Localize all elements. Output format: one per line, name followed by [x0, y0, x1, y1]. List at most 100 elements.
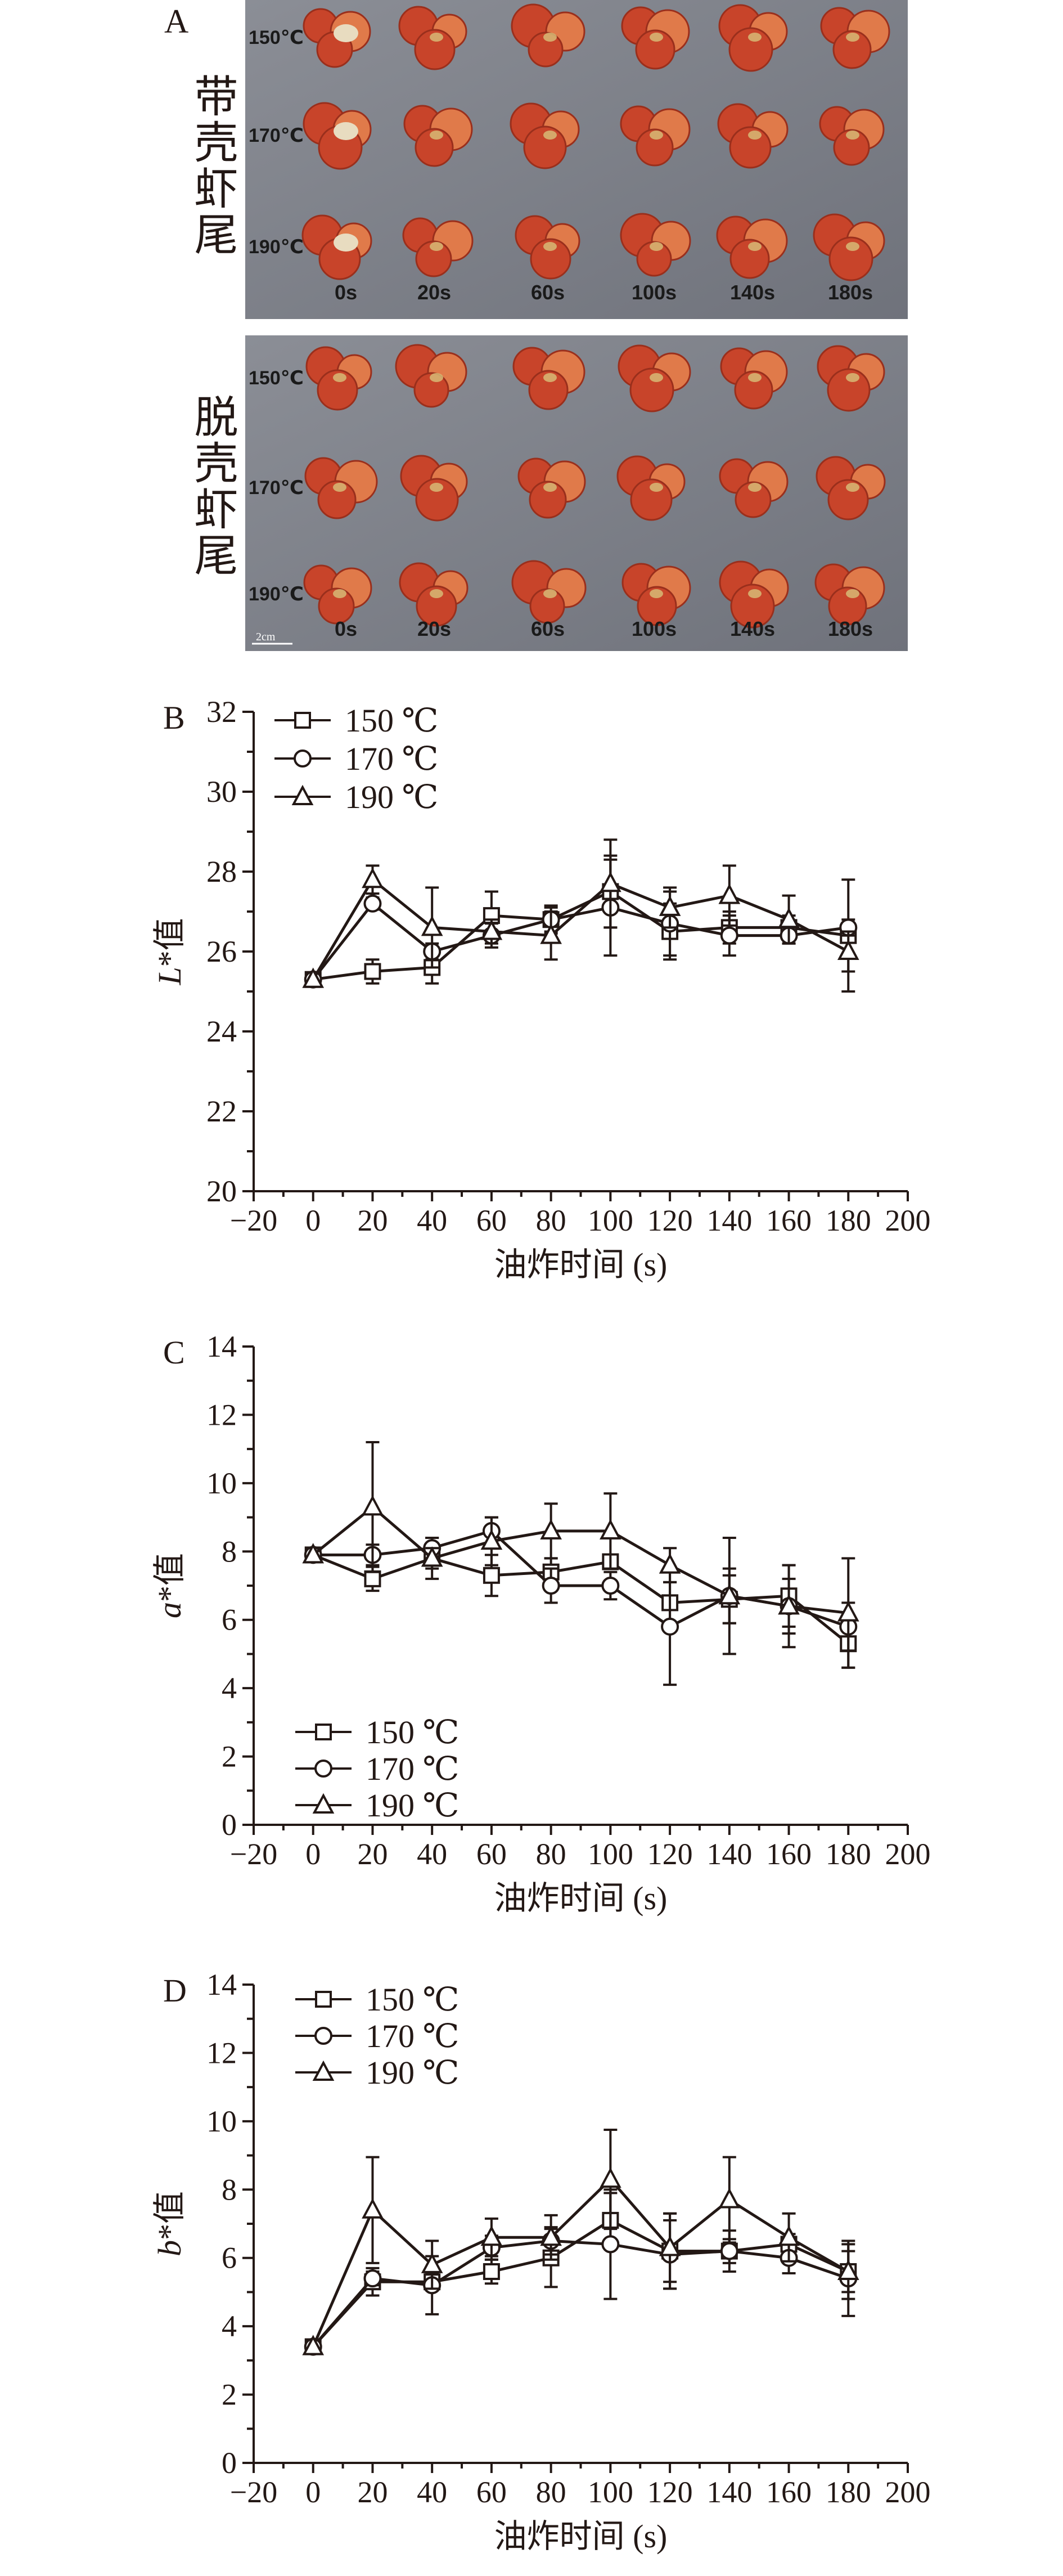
- legend-label: 170 ℃: [366, 1751, 459, 1787]
- square-marker: [294, 712, 311, 729]
- shrimp-sample: [395, 344, 467, 408]
- square-marker: [483, 1567, 500, 1584]
- time-label: 140s: [730, 617, 775, 640]
- circle-marker: [601, 2235, 620, 2254]
- shrimp-sample: [403, 105, 473, 167]
- meat-fragment: [430, 589, 443, 598]
- shrimp-piece: [728, 27, 773, 72]
- meat-fragment: [748, 131, 762, 140]
- shrimp-piece: [827, 368, 871, 412]
- triangle-marker: [540, 1519, 562, 1540]
- x-axis-title: 油炸时间 (s): [494, 1246, 668, 1283]
- shrimp-sample: [510, 102, 580, 169]
- meat-fragment: [846, 373, 859, 382]
- shrimp-piece: [734, 370, 773, 410]
- shrimp-piece: [528, 370, 569, 410]
- shrimp-sample: [511, 3, 585, 68]
- meat-fragment: [333, 373, 346, 382]
- triangle-marker: [600, 1519, 621, 1540]
- x-tick-label: 200: [885, 1837, 931, 1871]
- group-label: 带壳虾尾: [188, 73, 237, 258]
- legend-label: 150 ℃: [366, 1981, 459, 2018]
- x-tick-label: 180: [826, 1204, 871, 1237]
- x-tick-label: 0: [305, 1204, 321, 1237]
- scale-bar-label: 2cm: [256, 631, 276, 643]
- time-label: 20s: [417, 281, 451, 304]
- shrimp-sample: [400, 455, 468, 522]
- shrimp-sample: [620, 105, 691, 167]
- triangle-marker: [659, 895, 681, 916]
- x-tick-label: 80: [536, 1204, 566, 1237]
- meat-fragment: [748, 33, 762, 42]
- triangle-marker: [837, 1601, 859, 1622]
- shrimp-piece: [414, 29, 456, 70]
- series-circle: [304, 1516, 858, 1686]
- shrimp-sample: [616, 455, 686, 521]
- series-triangle: [302, 1441, 859, 1669]
- series-line: [312, 2219, 849, 2348]
- circle-marker: [314, 2027, 332, 2045]
- meat-fragment: [846, 589, 859, 598]
- triangle-marker: [659, 2236, 681, 2256]
- meat-fragment: [846, 131, 859, 140]
- triangle-marker: [778, 1594, 800, 1615]
- legend-label: 170 ℃: [345, 741, 438, 777]
- x-tick-label: 20: [357, 1837, 388, 1871]
- shrimp-sample: [719, 560, 789, 629]
- triangle-marker: [291, 784, 314, 805]
- meat-fragment: [543, 242, 557, 251]
- meat-fragment: [650, 483, 663, 492]
- circle-marker: [363, 2269, 382, 2288]
- group-label: 脱壳虾尾: [188, 394, 237, 578]
- y-tick-label: 26: [206, 935, 237, 968]
- time-label: 100s: [632, 281, 677, 304]
- y-axis-suffix: *值: [151, 2191, 188, 2240]
- meat-fragment: [650, 33, 663, 42]
- x-tick-label: 120: [647, 1204, 693, 1237]
- temperature-label: 170℃: [249, 477, 304, 499]
- shell-fragment: [334, 234, 358, 252]
- meat-fragment: [543, 373, 557, 382]
- panel-letter: D: [163, 1972, 187, 2009]
- x-tick-label: 140: [706, 2475, 752, 2509]
- x-axis-title: 油炸时间 (s): [494, 2518, 668, 2555]
- x-tick-label: −20: [230, 2475, 277, 2509]
- shrimp-sample: [621, 6, 690, 70]
- shrimp-sample: [813, 213, 885, 281]
- triangle-marker: [362, 1495, 384, 1516]
- x-tick-label: −20: [230, 1837, 277, 1871]
- triangle-marker: [540, 923, 562, 944]
- shrimp-sample: [402, 217, 474, 277]
- x-tick-label: 200: [885, 1204, 931, 1237]
- y-tick-label: 2: [222, 1740, 237, 1774]
- meat-fragment: [430, 33, 443, 42]
- shrimp-sample: [303, 102, 372, 170]
- panel-letter: C: [163, 1334, 185, 1371]
- x-tick-label: 160: [766, 1837, 812, 1871]
- temperature-label: 170℃: [249, 125, 304, 146]
- shrimp-piece: [415, 240, 452, 277]
- shrimp-piece: [317, 369, 358, 411]
- y-tick-label: 14: [206, 1968, 237, 2001]
- series-line: [312, 877, 849, 980]
- time-label: 180s: [828, 617, 873, 640]
- y-tick-label: 22: [206, 1094, 237, 1128]
- time-label: 100s: [632, 617, 677, 640]
- x-tick-label: 160: [766, 1204, 812, 1237]
- chart-b: B 20 22 24 26 28 30 32 −20 0 20 40 60 80 100 120 140 160 1…: [151, 695, 931, 1283]
- y-tick-label: 12: [206, 1398, 237, 1431]
- triangle-marker: [718, 2188, 741, 2209]
- shrimp-sample: [819, 106, 885, 166]
- meat-fragment: [650, 131, 663, 140]
- triangle-marker: [659, 1553, 681, 1574]
- triangle-marker: [718, 883, 741, 904]
- shrimp-sample: [303, 564, 372, 625]
- triangle-marker: [302, 1543, 325, 1564]
- x-tick-label: 40: [417, 2475, 447, 2509]
- x-tick-label: 0: [305, 1837, 321, 1871]
- triangle-marker: [600, 2167, 621, 2188]
- square-marker: [483, 2263, 500, 2280]
- meat-fragment: [430, 131, 443, 140]
- y-tick-label: 4: [222, 2309, 237, 2343]
- x-tick-label: 60: [476, 1837, 507, 1871]
